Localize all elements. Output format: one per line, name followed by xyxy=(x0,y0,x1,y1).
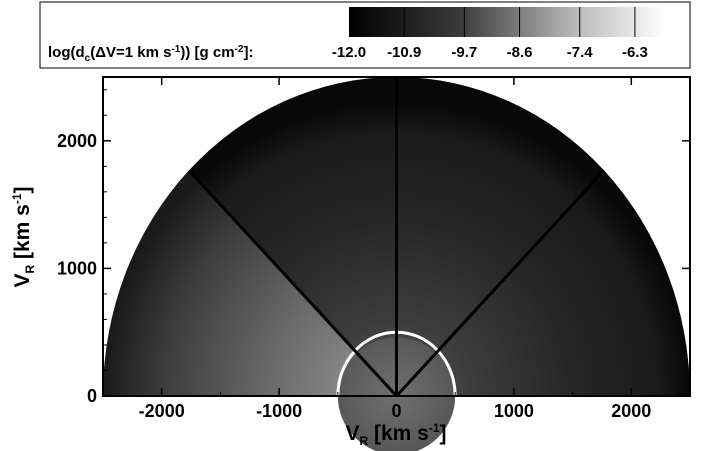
radial-line-135 xyxy=(187,169,398,398)
y-tick-label: 2000 xyxy=(57,131,97,151)
colorbar-ticks xyxy=(403,7,636,37)
x-axis-title: VR [km s-1] xyxy=(345,421,446,448)
y-tick-label: 0 xyxy=(87,386,97,406)
colorbar-tick-label: -12.0 xyxy=(332,44,366,61)
colorbar: log(dc(ΔV=1 km s-1)) [g cm-2]: -12.0 -10.… xyxy=(39,1,691,69)
x-tick-label: 1000 xyxy=(494,401,534,421)
x-axis-tick-labels: -2000 -1000 0 1000 2000 xyxy=(139,401,652,421)
colorbar-tick-labels: -12.0 -10.9 -9.7 -8.6 -7.4 -6.3 xyxy=(332,44,648,61)
y-axis-tick-labels: 0 1000 2000 xyxy=(57,131,97,406)
y-tick-label: 1000 xyxy=(57,258,97,278)
y-axis-title: VR [km s-1] xyxy=(10,186,37,287)
x-tick-label: -1000 xyxy=(256,401,302,421)
x-tick-label: -2000 xyxy=(139,401,185,421)
colorbar-tick-label: -10.9 xyxy=(387,44,421,61)
plot-area: -2000 -1000 0 1000 2000 0 1000 2000 xyxy=(57,76,691,451)
x-tick-label: 2000 xyxy=(611,401,651,421)
colorbar-tick-label: -8.6 xyxy=(507,44,533,61)
colorbar-label: log(dc(ΔV=1 km s-1)) [g cm-2]: xyxy=(48,44,253,64)
y-axis-ticks xyxy=(103,89,690,397)
colorbar-tick-label: -9.7 xyxy=(451,44,477,61)
bright-wedge xyxy=(103,170,397,396)
x-axis-ticks xyxy=(102,77,691,396)
colorbar-tick-label: -6.3 xyxy=(622,44,648,61)
colorbar-gradient xyxy=(349,7,665,37)
x-tick-label: 0 xyxy=(391,401,401,421)
radial-lines xyxy=(187,77,606,398)
radial-line-45 xyxy=(395,169,606,398)
colorbar-tick-label: -7.4 xyxy=(567,44,594,61)
